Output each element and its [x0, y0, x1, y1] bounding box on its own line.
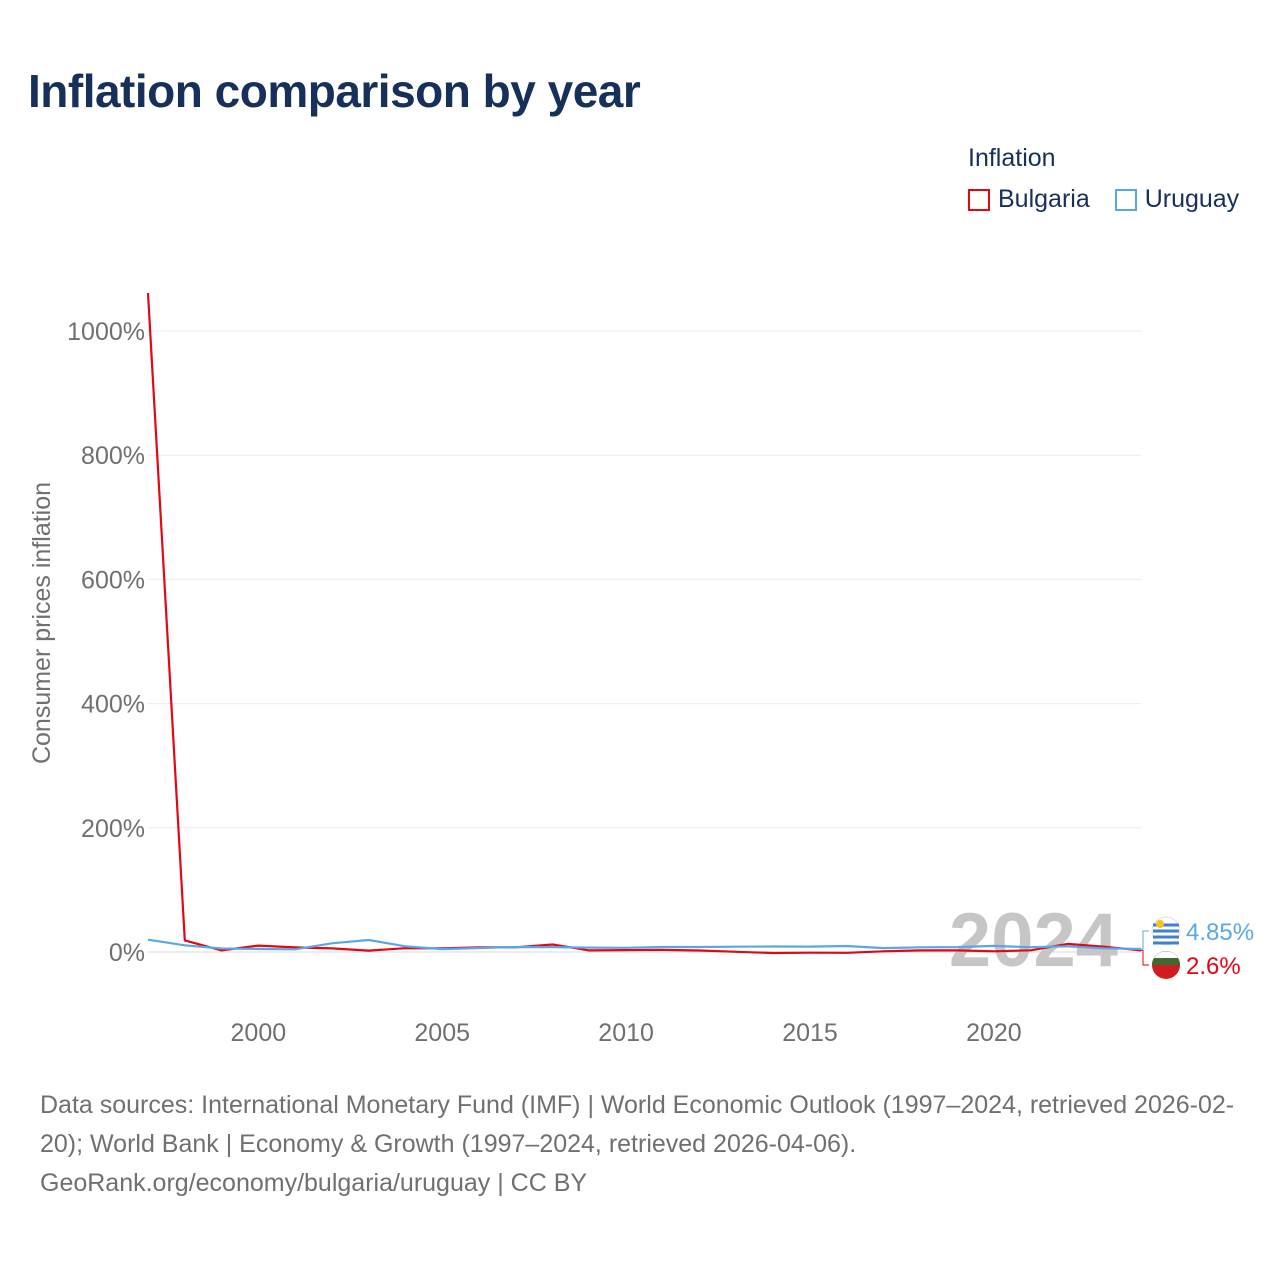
y-axis-label: Consumer prices inflation — [28, 482, 56, 764]
chart-title: Inflation comparison by year — [28, 65, 641, 117]
flag-stripe — [1153, 941, 1179, 945]
legend-swatch-uruguay — [1114, 188, 1137, 211]
legend-item-uruguay[interactable]: Uruguay — [1114, 185, 1240, 214]
flag-stripe — [1153, 923, 1179, 927]
year-watermark: 2024 — [949, 898, 1118, 983]
flag-stripe — [1153, 929, 1179, 933]
leader-line — [1141, 930, 1149, 950]
gridlines — [148, 330, 1141, 953]
x-tick-label: 2015 — [782, 1019, 838, 1047]
attribution-link[interactable]: GeoRank.org/economy/bulgaria/uruguay | C… — [40, 1169, 588, 1197]
legend-swatch-bulgaria — [968, 188, 990, 211]
sources-footer: Data sources: International Monetary Fun… — [40, 1086, 1250, 1203]
end-markers: 4.85% 2.6% — [1141, 916, 1254, 980]
end-value-label-uruguay: 4.85% — [1186, 919, 1254, 946]
y-tick-label: 800% — [81, 442, 145, 470]
series-line-uruguay[interactable] — [147, 938, 1142, 951]
x-tick-label: 2020 — [966, 1019, 1022, 1047]
y-tick-label: 400% — [81, 691, 145, 719]
flag-stripe — [1153, 935, 1179, 939]
legend-title: Inflation — [968, 144, 1056, 172]
series-line-bulgaria[interactable] — [146, 293, 1142, 955]
line-chart: 0% 200% 400% 600% 800% 1000% 2000 2005 2010 2015… — [28, 293, 1254, 1047]
leader-line — [1141, 949, 1149, 966]
x-axis-ticks: 2000 2005 2010 2015 2020 — [231, 1019, 1022, 1047]
y-tick-label: 1000% — [67, 318, 145, 346]
x-tick-label: 2005 — [414, 1019, 470, 1047]
sources-text: Data sources: International Monetary Fun… — [40, 1091, 1235, 1158]
y-tick-label: 200% — [81, 815, 145, 843]
x-tick-label: 2010 — [598, 1019, 654, 1047]
legend-label-uruguay: Uruguay — [1144, 185, 1240, 213]
y-tick-label: 600% — [81, 566, 145, 594]
series-lines — [146, 293, 1142, 955]
legend-label-bulgaria: Bulgaria — [998, 185, 1090, 213]
x-tick-label: 2000 — [231, 1019, 287, 1047]
flag-sun — [1156, 920, 1164, 928]
legend-item-bulgaria[interactable]: Bulgaria — [968, 185, 1090, 214]
legend: Inflation Bulgaria Uruguay — [968, 144, 1257, 218]
flag-stripe — [1154, 951, 1178, 958]
y-tick-label: 0% — [109, 939, 145, 967]
y-axis-ticks: 0% 200% 400% 600% 800% 1000% — [67, 318, 145, 967]
end-value-label-bulgaria: 2.6% — [1186, 953, 1241, 980]
